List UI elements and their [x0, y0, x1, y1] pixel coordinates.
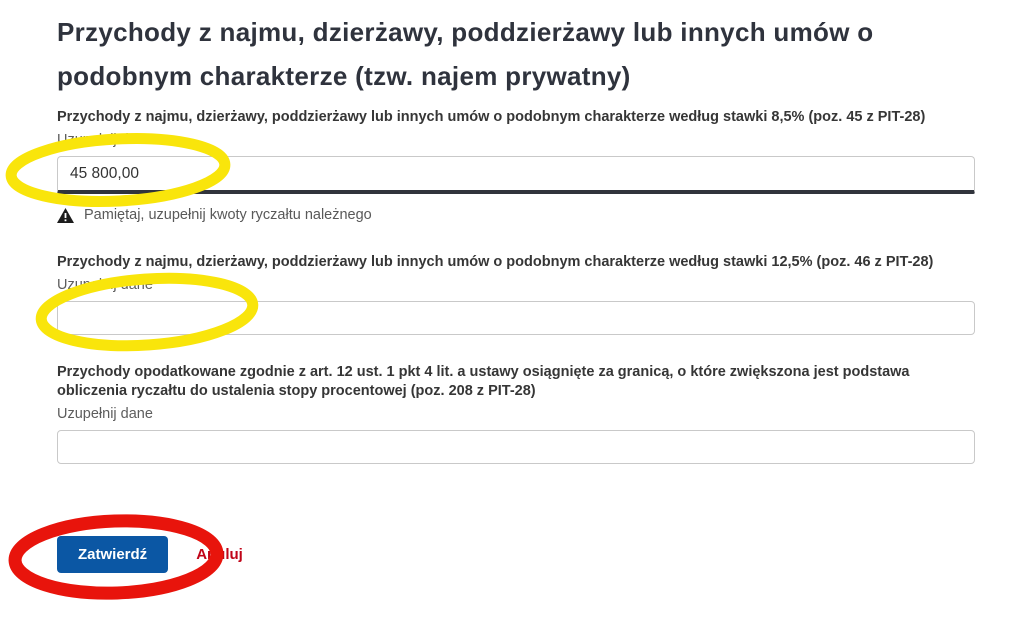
- income-8-5-input[interactable]: [57, 156, 975, 194]
- cancel-link[interactable]: Anuluj: [196, 546, 243, 563]
- income-foreign-input[interactable]: [57, 430, 975, 464]
- warning-message: Pamiętaj, uzupełnij kwoty ryczałtu należ…: [84, 207, 372, 223]
- form-actions: Zatwierdź Anuluj: [57, 536, 975, 573]
- field-income-8-5-label: Przychody z najmu, dzierżawy, poddzierża…: [57, 109, 926, 125]
- submit-button[interactable]: Zatwierdź: [57, 536, 169, 573]
- income-12-5-input[interactable]: [57, 301, 975, 335]
- field-income-12-5-label: Przychody z najmu, dzierżawy, poddzierża…: [57, 254, 934, 270]
- form-page: Przychody z najmu, dzierżawy, poddzierża…: [57, 17, 975, 573]
- field-income-foreign-hint: Uzupełnij dane: [57, 406, 153, 422]
- field-income-8-5-hint: Uzupełnij dane: [57, 132, 153, 148]
- field-income-12-5: Przychody z najmu, dzierżawy, poddzierża…: [57, 253, 975, 335]
- field-income-foreign-label: Przychody opodatkowane zgodnie z art. 12…: [57, 364, 910, 399]
- field-income-foreign: Przychody opodatkowane zgodnie z art. 12…: [57, 363, 975, 464]
- field-income-8-5: Przychody z najmu, dzierżawy, poddzierża…: [57, 108, 975, 223]
- page-title: Przychody z najmu, dzierżawy, poddzierża…: [57, 17, 874, 91]
- field-income-12-5-hint: Uzupełnij dane: [57, 277, 153, 293]
- warning-row: Pamiętaj, uzupełnij kwoty ryczałtu należ…: [57, 207, 975, 223]
- warning-triangle-icon: [57, 207, 74, 223]
